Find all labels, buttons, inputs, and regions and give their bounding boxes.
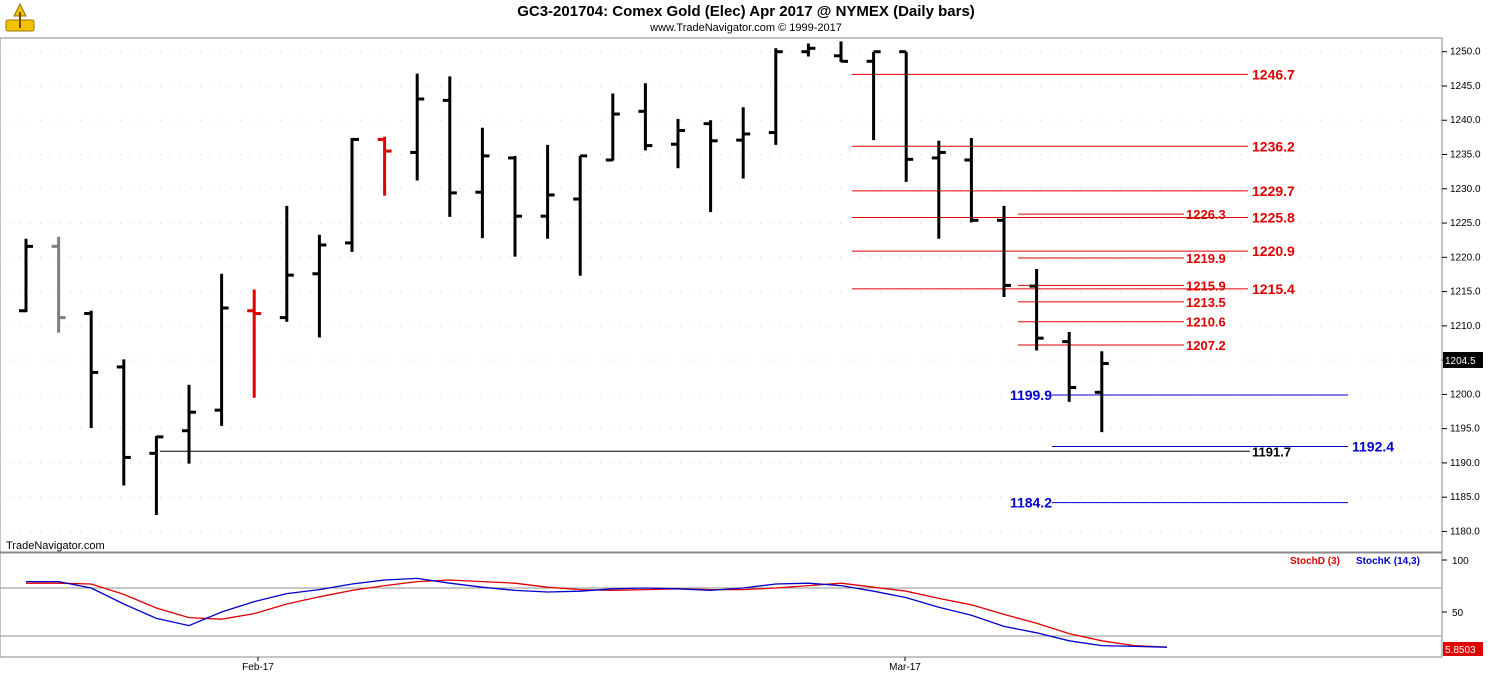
ohlc-bar bbox=[768, 48, 783, 145]
level-label: 1184.2 bbox=[1010, 495, 1052, 511]
price-tick-label: 1230.0 bbox=[1450, 184, 1481, 195]
ohlc-bar bbox=[1094, 351, 1109, 433]
ohlc-bar bbox=[540, 144, 555, 239]
price-tick-label: 1240.0 bbox=[1450, 115, 1481, 126]
trade-navigator-logo-icon bbox=[5, 2, 35, 32]
price-tick-label: 1180.0 bbox=[1450, 526, 1480, 537]
price-tick-label: 1195.0 bbox=[1450, 424, 1480, 435]
ohlc-bar bbox=[149, 435, 164, 515]
chart-header: GC3-201704: Comex Gold (Elec) Apr 2017 @… bbox=[0, 0, 1492, 38]
watermark-text: TradeNavigator.com bbox=[6, 540, 105, 552]
ohlc-bar bbox=[671, 118, 685, 169]
ohlc-bar bbox=[84, 310, 99, 428]
stochastic-last-marker: 5.8503 bbox=[1443, 642, 1483, 656]
chart-title: GC3-201704: Comex Gold (Elec) Apr 2017 @… bbox=[517, 3, 975, 20]
level-label: 1192.4 bbox=[1352, 438, 1394, 454]
level-label: 1229.7 bbox=[1252, 183, 1295, 199]
price-panel-frame bbox=[0, 37, 1443, 553]
ohlc-bar bbox=[247, 289, 262, 398]
ohlc-bar bbox=[19, 238, 33, 313]
ohlc-bar bbox=[964, 138, 979, 223]
price-panel: 1180.01185.01190.01195.01200.01205.01210… bbox=[0, 37, 1483, 553]
ohlc-bar bbox=[899, 50, 914, 182]
ohlc-bar bbox=[279, 205, 294, 322]
ohlc-bar bbox=[931, 140, 946, 239]
x-axis: Feb-17 Mar-17 bbox=[0, 656, 1442, 673]
ohlc-bar bbox=[508, 155, 522, 257]
level-label: 1226.3 bbox=[1186, 207, 1226, 222]
legend-stoch-k: StochK (14,3) bbox=[1356, 556, 1420, 567]
ohlc-bar bbox=[736, 107, 751, 179]
level-labels: 1246.7 1236.2 1229.7 1225.8 1220.9 1215.4 1226… bbox=[1010, 66, 1394, 510]
ohlc-bar bbox=[801, 43, 816, 57]
ohlc-bar bbox=[997, 205, 1011, 298]
ohlc-bar bbox=[377, 136, 392, 196]
level-label: 1207.2 bbox=[1186, 338, 1226, 353]
ohlc-bar bbox=[51, 236, 66, 333]
price-y-axis: 1180.01185.01190.01195.01200.01205.01210… bbox=[1442, 47, 1481, 537]
level-label: 1225.8 bbox=[1252, 210, 1295, 226]
level-label: 1236.2 bbox=[1252, 138, 1295, 154]
ohlc-bar bbox=[214, 273, 229, 426]
level-label: 1215.9 bbox=[1186, 278, 1226, 293]
ohlc-bar bbox=[834, 41, 848, 63]
copyright-text: www.TradeNavigator.com © 1999-2017 bbox=[650, 22, 842, 34]
level-label: 1246.7 bbox=[1252, 66, 1295, 82]
ohlc-bar bbox=[410, 73, 425, 181]
stochastic-panel: 100 50 StochD (3) StochK (14,3) 5.8503 bbox=[0, 552, 1483, 658]
price-tick-label: 1235.0 bbox=[1450, 150, 1481, 161]
price-tick-label: 1185.0 bbox=[1450, 492, 1480, 503]
price-bars bbox=[19, 41, 1109, 515]
last-price-marker: 1204.5 bbox=[1443, 352, 1483, 368]
level-lines bbox=[160, 73, 1348, 504]
ohlc-bar bbox=[442, 76, 457, 217]
ohlc-bar bbox=[1029, 268, 1044, 351]
stochastic-tick-label: 50 bbox=[1452, 608, 1464, 619]
stochastic-reference-lines bbox=[0, 587, 1442, 637]
price-tick-label: 1210.0 bbox=[1450, 321, 1481, 332]
ohlc-bar bbox=[312, 234, 327, 338]
price-tick-label: 1215.0 bbox=[1450, 287, 1481, 298]
stochastic-lines bbox=[26, 577, 1168, 648]
price-tick-label: 1220.0 bbox=[1450, 252, 1481, 263]
level-label: 1213.5 bbox=[1186, 295, 1226, 310]
level-label: 1220.9 bbox=[1252, 243, 1295, 259]
stochastic-y-axis: 100 50 bbox=[1442, 556, 1469, 619]
price-tick-label: 1250.0 bbox=[1450, 47, 1481, 58]
ohlc-bar bbox=[703, 120, 718, 213]
ohlc-bar bbox=[605, 93, 620, 162]
stochastic-series-line bbox=[26, 577, 1168, 648]
price-tick-label: 1245.0 bbox=[1450, 81, 1481, 92]
stochastic-panel-frame bbox=[0, 552, 1443, 658]
level-label: 1219.9 bbox=[1186, 251, 1226, 266]
stochastic-last-label: 5.8503 bbox=[1445, 645, 1476, 656]
ohlc-bar bbox=[866, 50, 881, 141]
ohlc-bar bbox=[638, 83, 653, 151]
ohlc-bar bbox=[573, 154, 588, 276]
price-tick-label: 1190.0 bbox=[1450, 458, 1480, 469]
ohlc-bar bbox=[475, 127, 490, 239]
level-label: 1210.6 bbox=[1186, 315, 1226, 330]
ohlc-bar bbox=[182, 384, 196, 464]
legend-stoch-d: StochD (3) bbox=[1290, 556, 1340, 567]
level-label: 1199.9 bbox=[1010, 387, 1052, 403]
x-tick-label: Feb-17 bbox=[242, 662, 274, 673]
ohlc-bar bbox=[1062, 332, 1077, 402]
x-tick-label: Mar-17 bbox=[889, 662, 921, 673]
stochastic-tick-label: 100 bbox=[1452, 556, 1469, 567]
last-price-label: 1204.5 bbox=[1445, 356, 1476, 367]
price-gridlines bbox=[0, 51, 1442, 532]
level-label: 1191.7 bbox=[1252, 444, 1291, 459]
ohlc-bar bbox=[345, 137, 359, 252]
ohlc-bar bbox=[116, 359, 131, 486]
level-label: 1215.4 bbox=[1252, 281, 1295, 297]
price-tick-label: 1225.0 bbox=[1450, 218, 1481, 229]
price-tick-label: 1200.0 bbox=[1450, 389, 1481, 400]
